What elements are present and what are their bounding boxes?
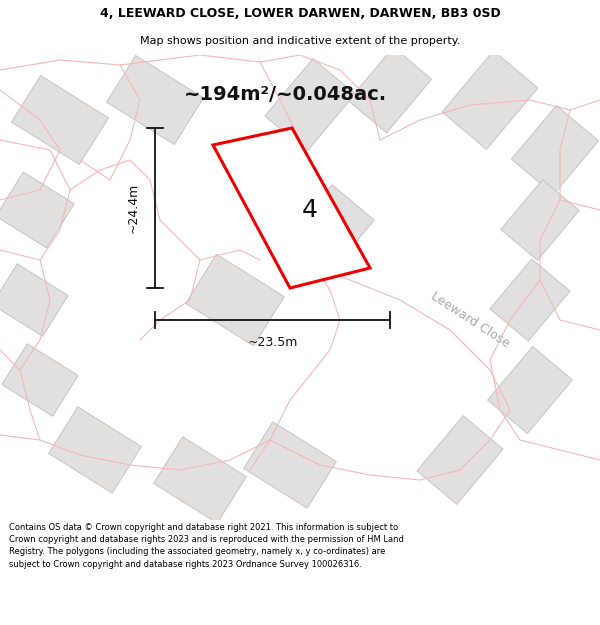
Text: Leeward Close: Leeward Close — [428, 290, 512, 350]
Polygon shape — [49, 407, 142, 493]
Polygon shape — [213, 128, 370, 288]
Polygon shape — [154, 437, 247, 523]
Polygon shape — [244, 422, 337, 508]
Polygon shape — [0, 172, 74, 248]
Polygon shape — [0, 264, 68, 336]
Polygon shape — [490, 259, 570, 341]
Text: 4, LEEWARD CLOSE, LOWER DARWEN, DARWEN, BB3 0SD: 4, LEEWARD CLOSE, LOWER DARWEN, DARWEN, … — [100, 8, 500, 20]
Polygon shape — [107, 56, 203, 144]
Polygon shape — [511, 106, 599, 194]
Polygon shape — [2, 344, 78, 416]
Text: Map shows position and indicative extent of the property.: Map shows position and indicative extent… — [140, 36, 460, 46]
Polygon shape — [501, 179, 579, 261]
Text: Contains OS data © Crown copyright and database right 2021. This information is : Contains OS data © Crown copyright and d… — [9, 523, 404, 569]
Polygon shape — [265, 59, 355, 151]
Polygon shape — [488, 346, 572, 434]
Text: ~23.5m: ~23.5m — [247, 336, 298, 349]
Text: 4: 4 — [302, 198, 318, 222]
Polygon shape — [11, 76, 109, 164]
Polygon shape — [186, 254, 284, 346]
Polygon shape — [442, 51, 538, 149]
Text: ~24.4m: ~24.4m — [127, 183, 139, 233]
Polygon shape — [286, 185, 374, 275]
Polygon shape — [417, 416, 503, 504]
Polygon shape — [349, 47, 431, 133]
Text: ~194m²/~0.048ac.: ~194m²/~0.048ac. — [184, 86, 386, 104]
